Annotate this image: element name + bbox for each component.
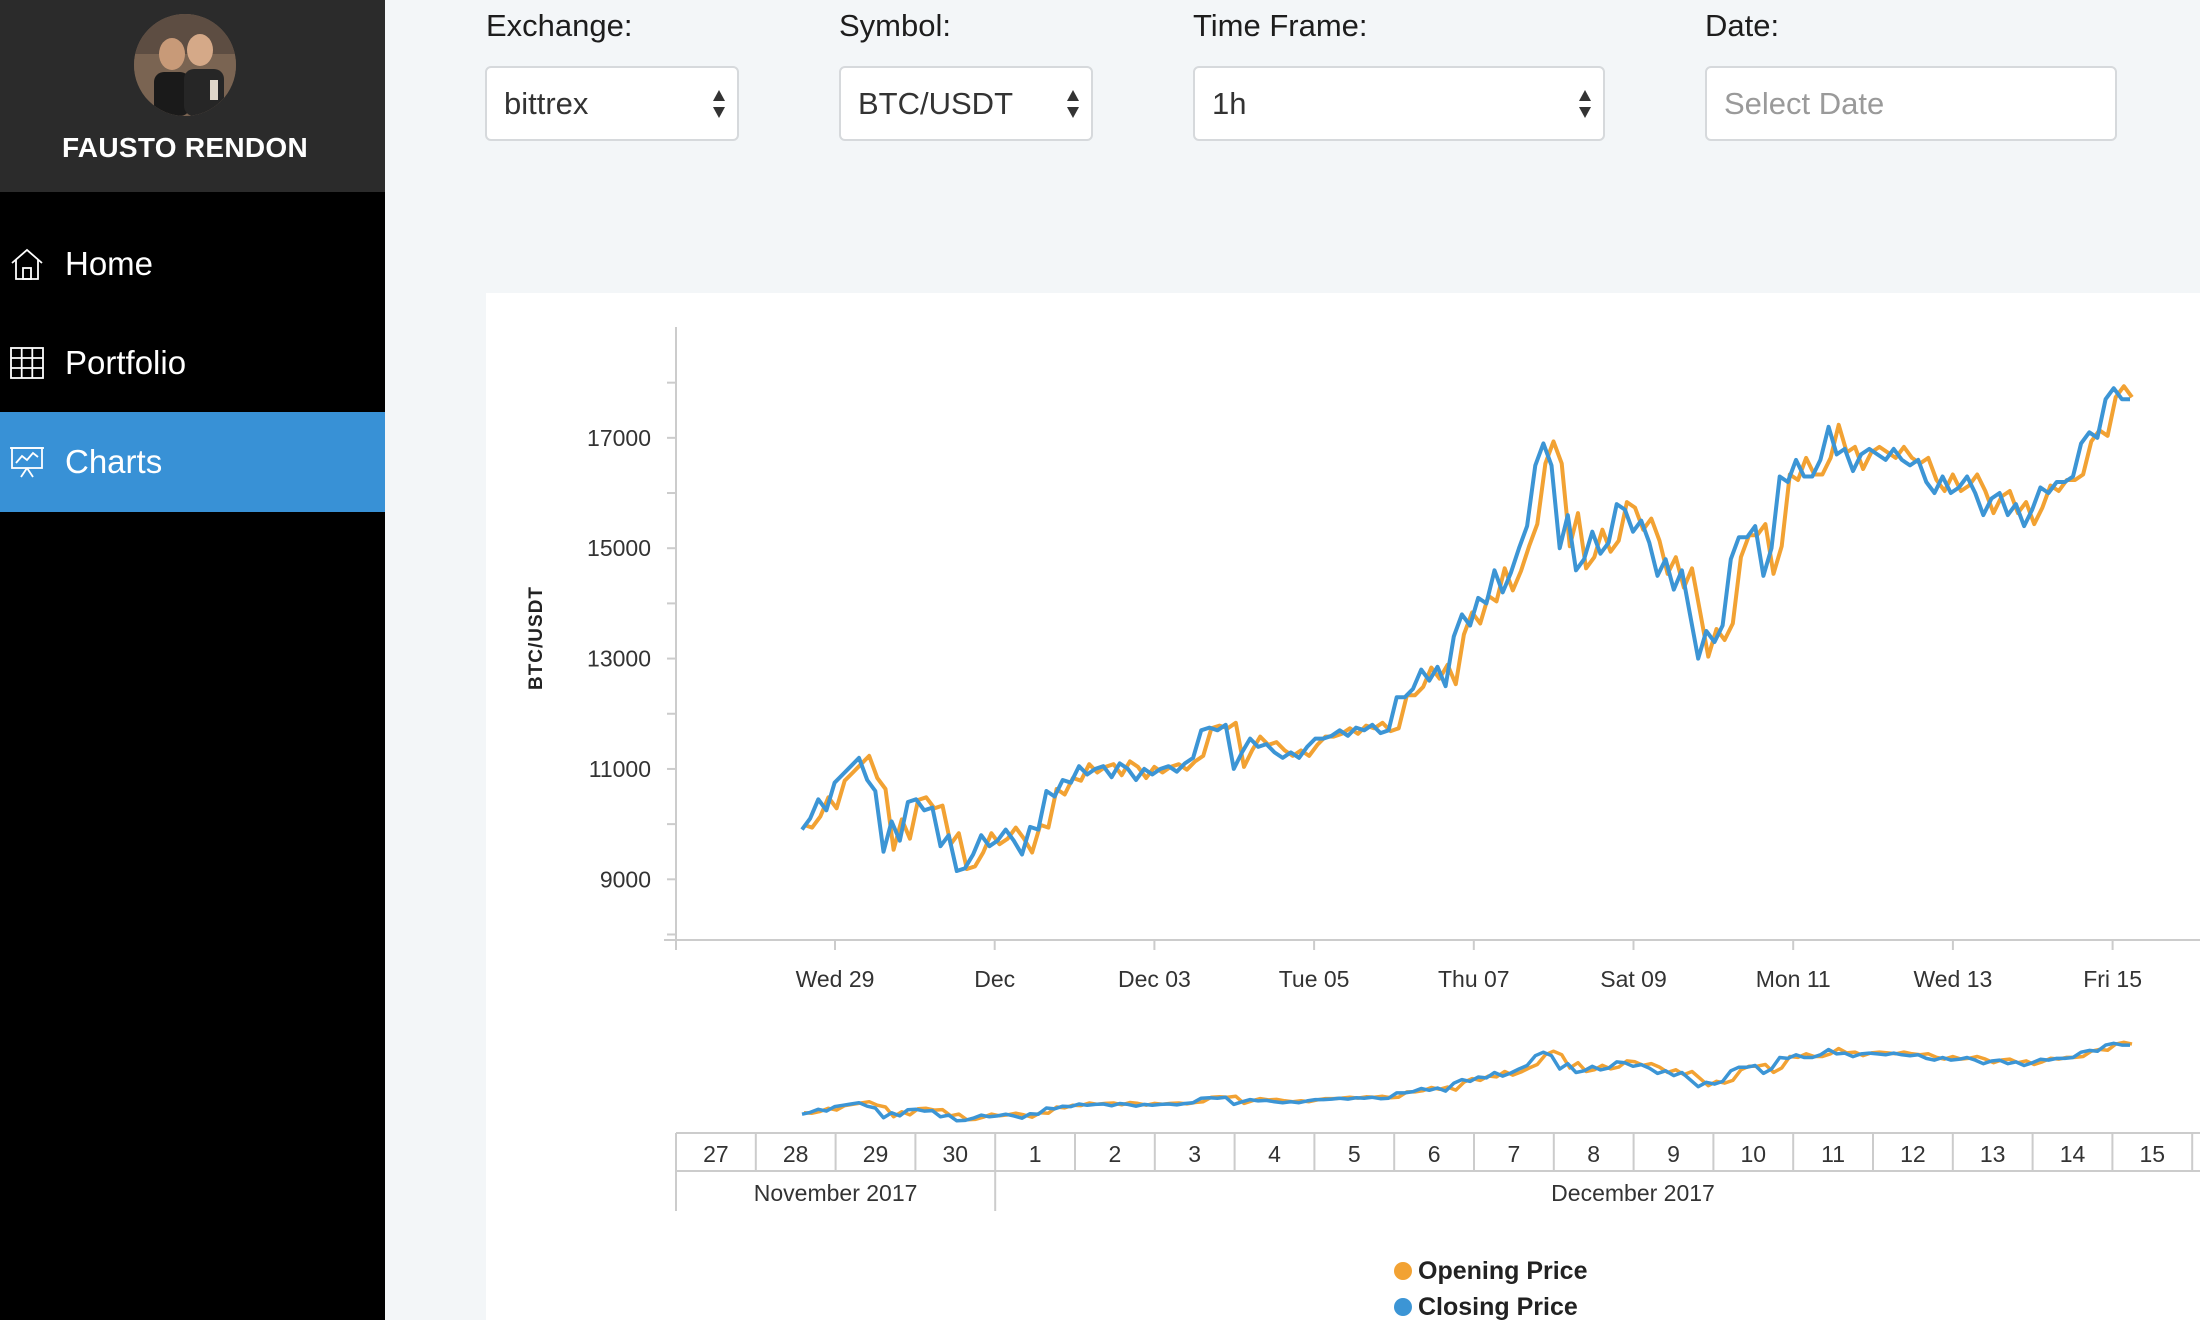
navigator-day-label: 15 (2140, 1141, 2166, 1167)
x-tick-label: Thu 07 (1438, 966, 1510, 992)
navigator-day-label: 10 (1741, 1141, 1767, 1167)
series-line-closing (800, 386, 2130, 873)
legend-item-closing[interactable]: Closing Price (1394, 1289, 1587, 1320)
user-profile: FAUSTO RENDON (0, 0, 385, 192)
exchange-value: bittrex (504, 85, 589, 121)
select-arrows-icon (713, 89, 725, 118)
exchange-select[interactable]: bittrex (485, 66, 739, 141)
navigator-day-label: 14 (2060, 1141, 2086, 1167)
chart-panel: 9000 11000 13000 15000 17000 BTC/USDT Wed 29 De… (486, 293, 2200, 1320)
legend-dot (1394, 1298, 1412, 1316)
select-arrows-icon (1579, 89, 1591, 118)
timeframe-value: 1h (1212, 85, 1247, 121)
navigator-day-label: 30 (943, 1141, 969, 1167)
navigator-day-label: 12 (1900, 1141, 1926, 1167)
navigator-day-label: 6 (1428, 1141, 1441, 1167)
navigator-day-label: 11 (1821, 1141, 1845, 1167)
navigator-day-label: 28 (783, 1141, 809, 1167)
navigator-line-closing (801, 1041, 2130, 1123)
exchange-label: Exchange: (486, 8, 633, 43)
navigator-day-label: 13 (1980, 1141, 2006, 1167)
timeframe-select[interactable]: 1h (1193, 66, 1605, 141)
navigator-day-label: 27 (703, 1141, 729, 1167)
presentation-chart-icon (7, 442, 47, 482)
x-tick-label: Fri 15 (2083, 966, 2142, 992)
timeframe-label: Time Frame: (1193, 8, 1368, 43)
grid-icon (7, 343, 47, 383)
navigator-month-label: November 2017 (754, 1180, 918, 1206)
navigator-day-label: 5 (1348, 1141, 1361, 1167)
date-placeholder: Select Date (1724, 85, 1885, 121)
sidebar-item-portfolio[interactable]: Portfolio (0, 313, 385, 413)
y-tick-label: 17000 (587, 425, 651, 451)
legend-label: Closing Price (1418, 1292, 1578, 1320)
legend-item-opening[interactable]: Opening Price (1394, 1253, 1587, 1289)
y-axis-title: BTC/USDT (526, 586, 547, 690)
navigator-day-label: 1 (1029, 1141, 1042, 1167)
sidebar-item-label: Home (65, 245, 154, 282)
symbol-select[interactable]: BTC/USDT (839, 66, 1093, 141)
x-tick-label: Sat 09 (1600, 966, 1667, 992)
navigator-day-label: 29 (863, 1141, 889, 1167)
series-line-opening (803, 384, 2134, 871)
symbol-label: Symbol: (839, 8, 951, 43)
user-name: FAUSTO RENDON (61, 132, 309, 163)
x-tick-label: Tue 05 (1279, 966, 1350, 992)
price-chart[interactable]: 9000 11000 13000 15000 17000 BTC/USDT Wed 29 De… (486, 293, 2200, 1320)
legend-dot (1394, 1262, 1412, 1280)
navigator-month-label: December 2017 (1551, 1180, 1715, 1206)
date-input[interactable]: Select Date (1705, 66, 2117, 141)
sidebar-item-home[interactable]: Home (0, 214, 385, 314)
sidebar: FAUSTO RENDON Home Portfolio (0, 0, 385, 1320)
y-tick-label: 11000 (589, 756, 651, 782)
chart-legend: Opening Price Closing Price (1394, 1253, 1587, 1320)
x-tick-label: Dec 03 (1118, 966, 1191, 992)
navigator-day-label: 9 (1667, 1141, 1680, 1167)
x-tick-label: Wed 13 (1913, 966, 1992, 992)
sidebar-item-charts[interactable]: Charts (0, 412, 385, 512)
avatar[interactable] (134, 14, 236, 116)
date-label: Date: (1705, 8, 1780, 43)
x-tick-label: Wed 29 (796, 966, 875, 992)
sidebar-item-label: Charts (65, 443, 163, 480)
y-tick-label: 13000 (587, 646, 651, 672)
y-tick-label: 9000 (600, 866, 651, 892)
x-tick-label: Dec (974, 966, 1015, 992)
y-tick-label: 15000 (587, 535, 651, 561)
navigator-day-label: 7 (1508, 1141, 1521, 1167)
x-tick-label: Mon 11 (1756, 966, 1831, 992)
navigator-day-label: 4 (1268, 1141, 1281, 1167)
legend-label: Opening Price (1418, 1256, 1588, 1285)
home-icon (7, 244, 47, 284)
navigator-day-label: 2 (1109, 1141, 1122, 1167)
navigator-day-label: 8 (1587, 1141, 1600, 1167)
sidebar-item-label: Portfolio (65, 344, 187, 381)
select-arrows-icon (1067, 89, 1079, 118)
navigator-day-label: 3 (1188, 1141, 1201, 1167)
symbol-value: BTC/USDT (858, 85, 1013, 121)
